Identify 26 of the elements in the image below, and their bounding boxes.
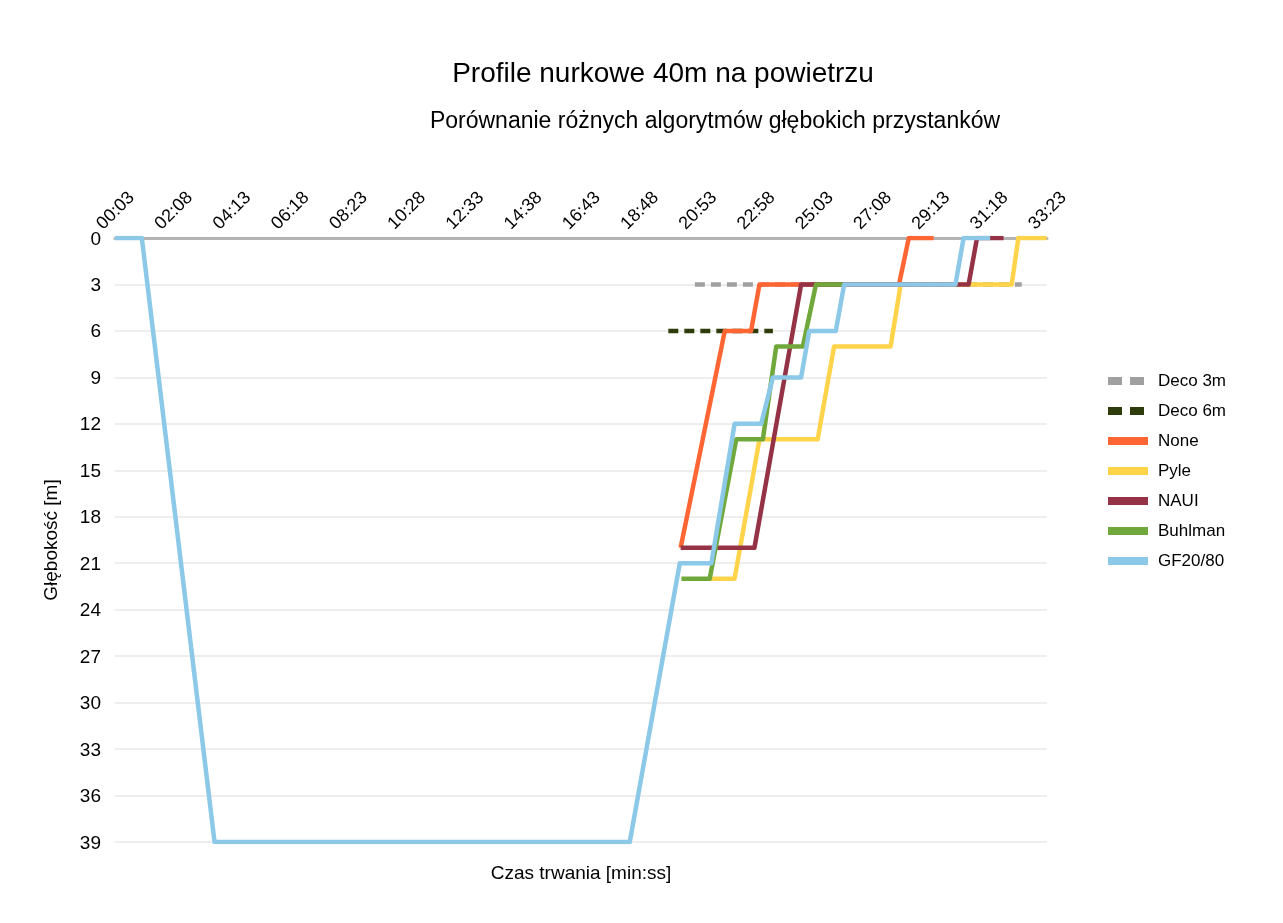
chart-title: Profile nurkowe 40m na powietrzu [452, 56, 874, 88]
y-tick-label: 15 [79, 459, 101, 481]
legend-label: Pyle [1158, 461, 1192, 481]
y-tick-label: 0 [90, 227, 101, 249]
y-tick-label: 33 [79, 738, 101, 760]
x-axis-title: Czas trwania [min:ss] [490, 861, 672, 883]
y-tick-label: 36 [79, 785, 101, 807]
legend-label: None [1158, 431, 1199, 451]
y-tick-label: 12 [79, 413, 101, 435]
y-tick-label: 18 [79, 506, 101, 528]
y-tick-label: 27 [79, 645, 101, 667]
line-series [112, 235, 993, 845]
y-tick-label: 21 [79, 552, 101, 574]
chart-subtitle: Porównanie różnych algorytmów głębokich przystanków [429, 106, 1001, 133]
legend-label: Buhlman [1158, 521, 1226, 541]
legend-label: Deco 6m [1158, 401, 1227, 421]
legend-label: NAUI [1158, 491, 1199, 511]
legend-label: GF20/80 [1158, 551, 1225, 571]
y-tick-label: 24 [79, 599, 102, 621]
y-tick-label: 9 [90, 366, 101, 388]
y-tick-label: 39 [79, 831, 101, 853]
y-tick-label: 3 [90, 273, 101, 295]
y-tick-label: 6 [90, 320, 101, 342]
y-tick-label: 30 [79, 692, 101, 714]
legend-label: Deco 3m [1158, 371, 1227, 391]
y-axis-title: Głębokość [m] [40, 479, 61, 601]
